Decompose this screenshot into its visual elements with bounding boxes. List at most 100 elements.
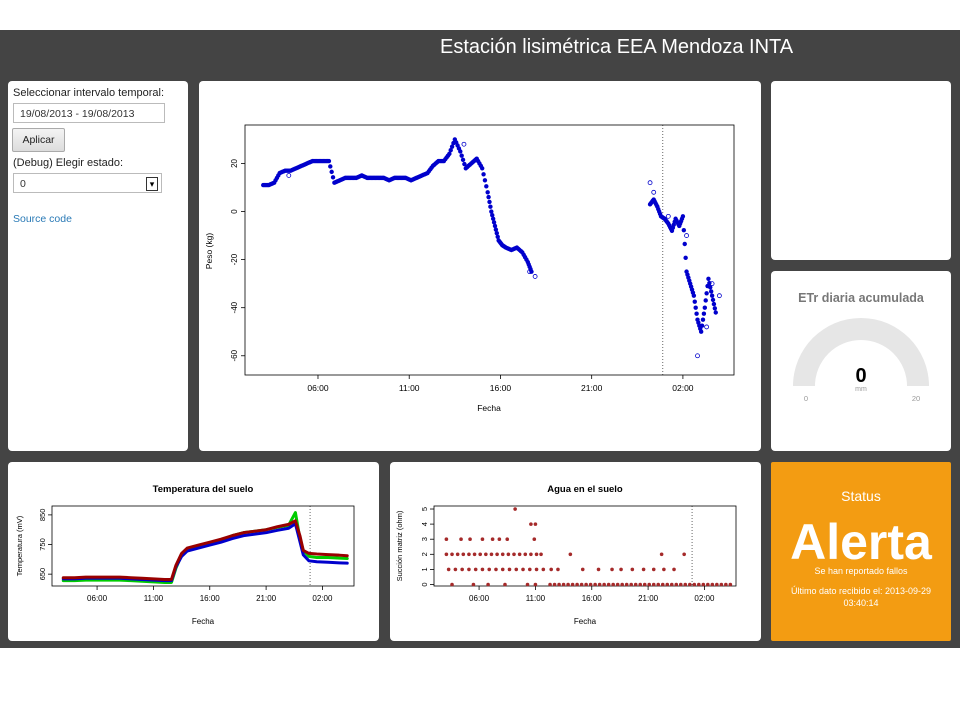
data-point: [481, 172, 486, 177]
data-point: [489, 209, 494, 214]
state-label: (Debug) Elegir estado:: [13, 157, 124, 169]
data-point: [480, 166, 485, 171]
data-point: [611, 582, 615, 587]
data-point-open: [286, 173, 292, 178]
y-tick-label: -60: [230, 349, 239, 361]
gauge-max: 20: [912, 394, 920, 403]
x-tick-label: 21:00: [256, 594, 277, 603]
y-tick-label: 5: [420, 507, 429, 511]
data-point: [703, 298, 708, 303]
data-point: [659, 552, 664, 557]
data-point: [482, 178, 488, 183]
x-tick-label: 16:00: [490, 383, 512, 393]
x-axis-label: Fecha: [574, 617, 597, 626]
y-tick-label: 750: [38, 538, 47, 551]
data-point: [701, 311, 707, 316]
data-point: [480, 537, 485, 542]
x-tick-label: 16:00: [582, 594, 603, 603]
data-point: [460, 567, 464, 572]
data-point: [455, 552, 460, 557]
data-point: [459, 537, 463, 542]
data-point: [665, 582, 670, 587]
y-axis-label: Succión matriz (ohm): [395, 510, 404, 581]
y-tick-label: 1: [420, 567, 429, 571]
y-axis-label: Peso (kg): [204, 233, 214, 270]
state-select[interactable]: 0 ▾: [13, 173, 162, 193]
y-tick-label: 0: [230, 209, 239, 214]
data-point: [674, 582, 679, 587]
page-title: Estación lisimétrica EEA Mendoza INTA: [440, 36, 794, 58]
x-tick-label: 11:00: [144, 594, 164, 603]
data-point: [710, 297, 716, 303]
data-point: [503, 582, 507, 587]
etr-title: ETr diaria acumulada: [798, 291, 924, 305]
data-point: [490, 212, 495, 218]
interval-label: Seleccionar intervalo temporal:: [13, 87, 165, 99]
data-point: [468, 537, 472, 542]
data-point: [494, 230, 499, 236]
data-point: [638, 582, 643, 587]
status-state: Alerta: [790, 514, 932, 570]
data-point: [495, 234, 500, 239]
x-tick-label: 06:00: [469, 594, 490, 603]
y-tick-label: 3: [420, 537, 429, 541]
gauge-track: [793, 318, 929, 386]
gauge-value: 0: [855, 365, 866, 387]
chart-title: Agua en el suelo: [547, 484, 623, 495]
data-point: [489, 552, 494, 557]
data-point: [512, 552, 516, 557]
data-point: [588, 582, 593, 587]
data-point: [488, 204, 493, 209]
data-point: [330, 175, 336, 180]
data-point: [660, 582, 665, 587]
soil-water-panel: Agua en el suelo 0 1 2 3 4 5 06:00 11:00 16:00 2…: [390, 462, 761, 641]
status-title: Status: [841, 488, 881, 504]
y-axis-label: Temperatura (mV): [15, 515, 24, 576]
data-point: [473, 567, 478, 572]
apply-button[interactable]: Aplicar: [12, 128, 65, 152]
data-point: [490, 216, 496, 221]
data-point: [513, 507, 517, 511]
dropdown-arrow-icon[interactable]: ▾: [146, 177, 158, 191]
x-tick-label: 02:00: [672, 383, 694, 393]
y-tick-label: -20: [230, 253, 239, 265]
data-point: [579, 582, 584, 587]
data-point: [447, 151, 452, 157]
data-point: [606, 582, 611, 587]
etr-gauge: 0 mm 0 20: [793, 318, 929, 403]
data-point: [523, 552, 528, 557]
y-tick-label: 650: [38, 568, 47, 581]
source-code-link[interactable]: Source code: [13, 213, 72, 225]
data-point: [680, 214, 686, 219]
data-point: [557, 582, 561, 587]
data-point: [444, 552, 449, 557]
date-range-input[interactable]: 19/08/2013 - 19/08/2013: [13, 103, 165, 123]
data-point: [575, 582, 579, 587]
data-point: [633, 582, 638, 587]
data-point: [692, 582, 697, 587]
data-point: [449, 144, 455, 149]
data-point: [497, 537, 502, 542]
data-point: [566, 582, 570, 587]
data-point: [719, 582, 724, 587]
data-point: [568, 552, 573, 557]
data-point: [699, 323, 705, 328]
data-point: [505, 537, 510, 542]
data-point: [596, 567, 601, 572]
data-point: [711, 301, 717, 307]
data-point: [534, 567, 539, 572]
data-point-open: [704, 324, 710, 330]
weight-chart: 20 0 -20 -40 -60 06:00 11:00 16:00 21:00 02:00 F…: [204, 124, 735, 413]
data-point: [561, 582, 566, 587]
status-panel: Status Alerta Se han reportado fallos Úl…: [771, 462, 951, 641]
data-point: [610, 567, 614, 572]
temperature-series-line: [61, 519, 349, 581]
data-point: [480, 567, 485, 572]
data-point: [687, 582, 692, 587]
data-point: [548, 582, 552, 587]
data-point: [678, 582, 683, 587]
data-point: [484, 552, 488, 557]
data-point: [328, 164, 333, 169]
data-point: [724, 582, 728, 587]
data-point: [486, 194, 491, 200]
